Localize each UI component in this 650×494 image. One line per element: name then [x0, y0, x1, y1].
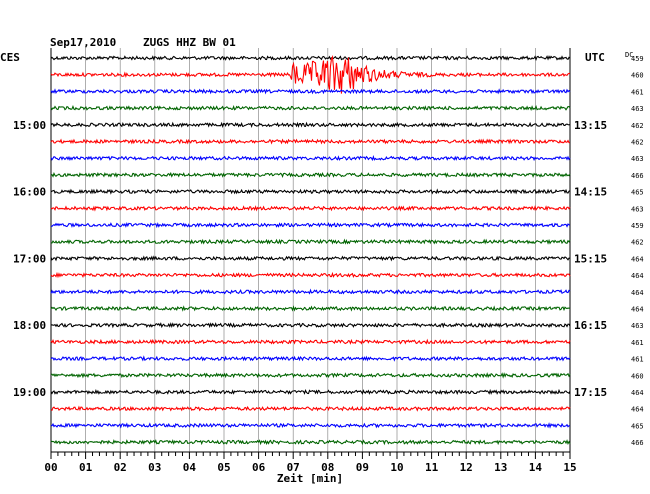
left-time-label: 17:00	[13, 252, 46, 265]
trace-row-10	[50, 221, 571, 229]
x-tick-label: 10	[390, 461, 403, 474]
trace-row-19	[50, 372, 571, 379]
dc-value-label: 462	[631, 139, 644, 147]
x-tick-label: 07	[287, 461, 300, 474]
dc-value-label: 464	[631, 272, 644, 280]
trace-row-9	[50, 205, 571, 212]
dc-value-label: 466	[631, 439, 644, 447]
x-tick-label: 14	[529, 461, 543, 474]
dc-value-label: 460	[631, 372, 644, 380]
dc-value-label: 461	[631, 88, 644, 96]
station-label: ZUGS HHZ BW 01	[143, 36, 236, 49]
trace-row-5	[50, 138, 571, 145]
trace-row-21	[50, 405, 571, 412]
right-time-label: 14:15	[574, 186, 607, 199]
dc-value-label: 465	[631, 422, 644, 430]
trace-row-11	[50, 238, 571, 245]
dc-value-label: 462	[631, 239, 644, 247]
labels: Sep17,2010 ZUGS HHZ BW 01 CES UTC DC Zei…	[0, 36, 633, 485]
dc-value-label: 464	[631, 255, 644, 263]
dc-value-label: 463	[631, 322, 644, 330]
trace-row-3	[50, 104, 571, 112]
trace-row-2	[50, 88, 571, 95]
x-tick-label: 13	[494, 461, 507, 474]
seismic-traces	[50, 54, 571, 446]
x-axis-title: Zeit [min]	[277, 472, 343, 485]
grid-lines	[50, 48, 571, 452]
left-timezone-label: CES	[0, 51, 20, 64]
right-time-label: 17:15	[574, 386, 607, 399]
x-tick-label: 08	[321, 461, 334, 474]
left-time-label: 19:00	[13, 386, 46, 399]
trace-row-7	[50, 171, 571, 179]
x-tick-label: 15	[563, 461, 576, 474]
right-timezone-label: UTC	[585, 51, 605, 64]
trace-row-1	[50, 54, 571, 94]
trace-row-17	[50, 338, 571, 345]
dc-value-label: 463	[631, 105, 644, 113]
dc-value-label: 460	[631, 72, 644, 80]
dc-value-label: 461	[631, 339, 644, 347]
left-time-label: 18:00	[13, 319, 46, 332]
dc-value-label: 463	[631, 205, 644, 213]
right-time-label: 15:15	[574, 252, 607, 265]
trace-row-4	[50, 121, 571, 129]
x-tick-label: 00	[44, 461, 57, 474]
left-time-label: 15:00	[13, 119, 46, 132]
x-tick-label: 12	[460, 461, 473, 474]
dc-value-label: 465	[631, 189, 644, 197]
left-time-label: 16:00	[13, 186, 46, 199]
dc-value-label: 466	[631, 172, 644, 180]
trace-row-12	[50, 255, 571, 262]
date-label: Sep17,2010	[50, 36, 116, 49]
x-axis: 00 01 02 03 04 05 06 07 08 09 10 11 12 13 14 15	[44, 451, 577, 474]
trace-row-18	[50, 355, 571, 362]
trace-row-23	[50, 439, 571, 446]
x-tick-label: 03	[148, 461, 161, 474]
trace-row-22	[50, 422, 571, 429]
trace-row-20	[50, 388, 571, 396]
dc-value-label: 459	[631, 55, 644, 63]
dc-header-label: DC	[625, 51, 633, 59]
dc-value-label: 464	[631, 306, 644, 314]
x-tick-label: 06	[252, 461, 266, 474]
trace-row-16	[50, 322, 571, 329]
trace-row-6	[50, 155, 571, 162]
trace-row-14	[50, 288, 571, 295]
x-tick-label: 11	[425, 461, 439, 474]
trace-row-15	[50, 305, 571, 312]
dc-value-label: 461	[631, 356, 644, 364]
trace-row-8	[50, 188, 571, 195]
trace-row-0	[50, 55, 571, 61]
x-tick-label: 05	[217, 461, 230, 474]
row-labels: 15:00 16:00 17:00 18:00 19:00 13:15 14:15 15:15…	[13, 55, 644, 447]
right-time-label: 13:15	[574, 119, 607, 132]
right-time-label: 16:15	[574, 319, 607, 332]
dc-value-label: 464	[631, 406, 644, 414]
dc-value-label: 464	[631, 289, 644, 297]
dc-value-label: 463	[631, 155, 644, 163]
dc-value-label: 462	[631, 122, 644, 130]
dc-value-label: 464	[631, 389, 644, 397]
x-tick-label: 01	[79, 461, 93, 474]
trace-row-13	[50, 271, 571, 279]
x-tick-label: 09	[356, 461, 369, 474]
x-tick-label: 02	[114, 461, 127, 474]
dc-value-label: 459	[631, 222, 644, 230]
x-tick-label: 04	[183, 461, 197, 474]
